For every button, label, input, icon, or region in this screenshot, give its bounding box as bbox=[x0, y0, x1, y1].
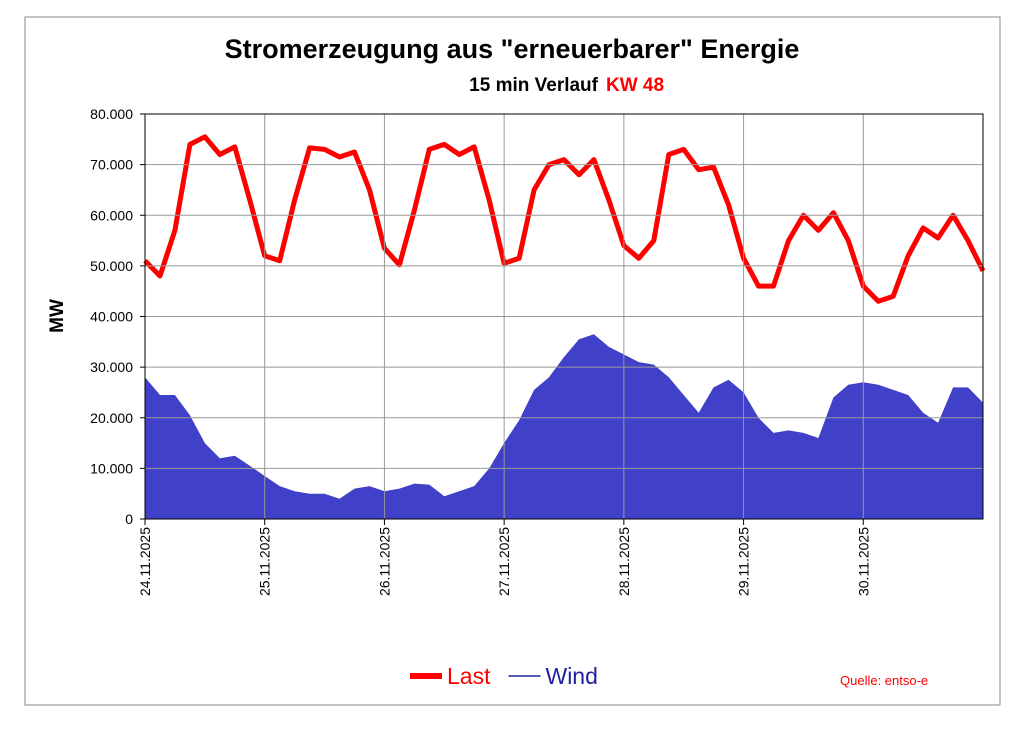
wind-area bbox=[145, 334, 983, 519]
y-tick-label: 40.000 bbox=[90, 309, 133, 325]
y-tick-label: 0 bbox=[125, 511, 133, 527]
y-tick-label: 60.000 bbox=[90, 207, 133, 223]
chart-subtitle: 15 min Verlauf bbox=[469, 75, 599, 96]
chart-border bbox=[24, 16, 1001, 706]
y-axis-label: MW bbox=[47, 299, 68, 333]
plot-frame bbox=[144, 113, 984, 520]
y-tick-label: 70.000 bbox=[90, 157, 133, 173]
annotation: KW 48 bbox=[606, 75, 664, 96]
y-tick-label: 20.000 bbox=[90, 410, 133, 426]
x-tick-label: 28.11.2025 bbox=[616, 527, 632, 596]
y-tick-label: 50.000 bbox=[90, 258, 133, 274]
source-note: Quelle: entso-e bbox=[840, 673, 928, 688]
x-tick-label: 24.11.2025 bbox=[137, 527, 153, 596]
x-tick-label: 29.11.2025 bbox=[736, 527, 752, 596]
x-tick-label: 30.11.2025 bbox=[855, 527, 871, 596]
legend-label: Wind bbox=[545, 663, 597, 689]
x-tick-label: 27.11.2025 bbox=[496, 527, 512, 596]
legend-label: Last bbox=[447, 663, 491, 689]
y-tick-label: 80.000 bbox=[90, 106, 133, 122]
load-line bbox=[143, 134, 986, 304]
y-tick-label: 30.000 bbox=[90, 359, 133, 375]
x-tick-label: 25.11.2025 bbox=[257, 527, 273, 596]
y-tick-label: 10.000 bbox=[90, 460, 133, 476]
x-tick-label: 26.11.2025 bbox=[376, 527, 392, 596]
chart-title: Stromerzeugung aus "erneuerbarer" Energi… bbox=[225, 34, 800, 64]
